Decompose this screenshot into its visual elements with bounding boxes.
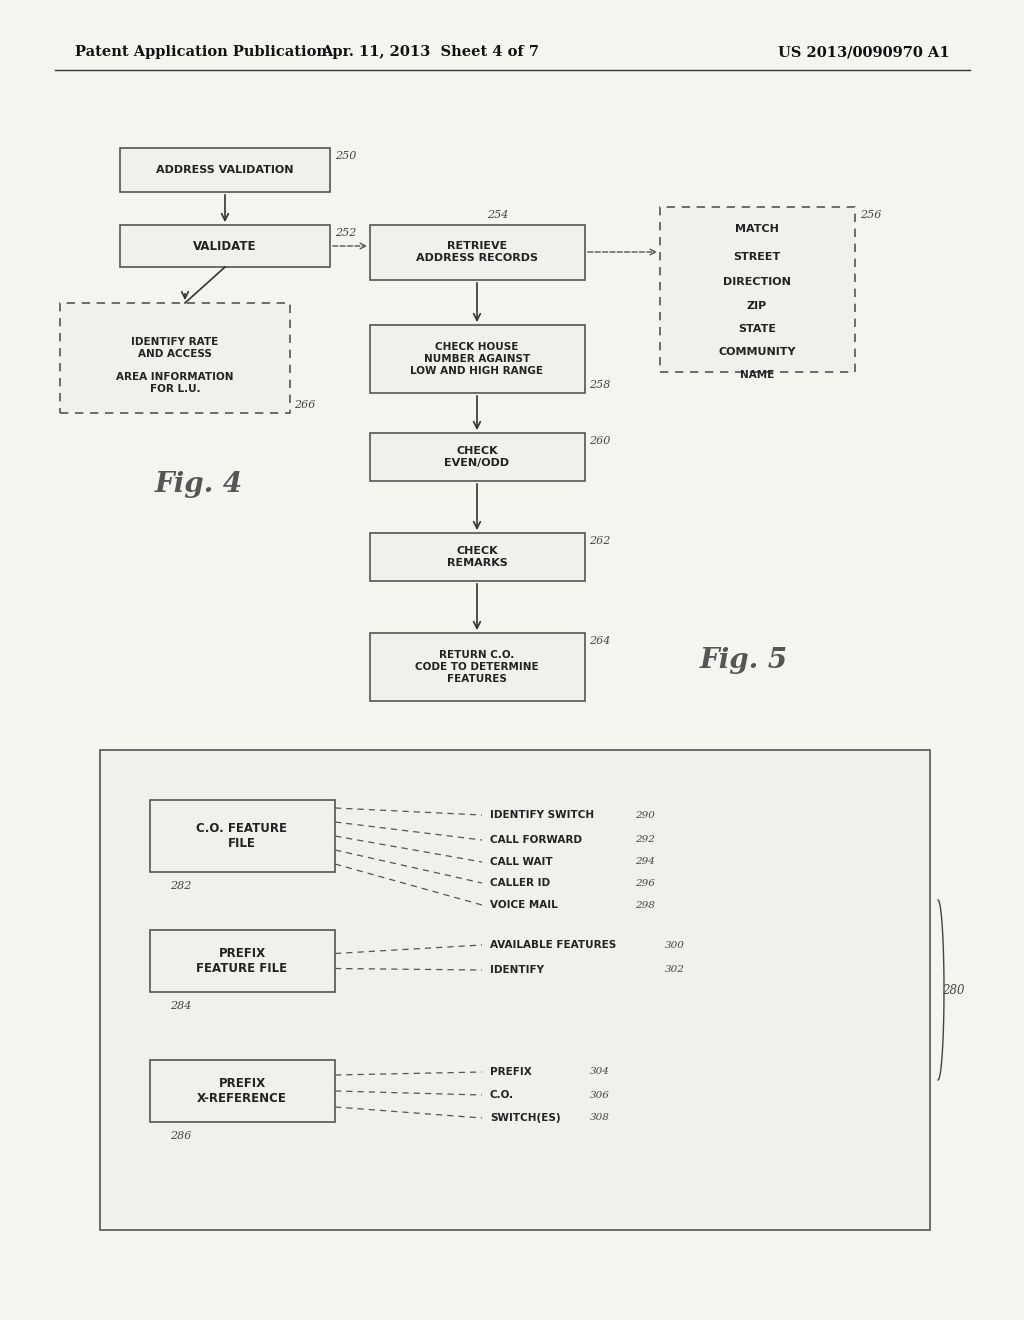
Text: 264: 264 [589, 636, 610, 645]
Text: C.O. FEATURE
FILE: C.O. FEATURE FILE [197, 822, 288, 850]
Text: 298: 298 [635, 900, 655, 909]
Text: CALL FORWARD: CALL FORWARD [490, 836, 582, 845]
Text: MATCH: MATCH [735, 224, 779, 234]
Bar [370, 325, 585, 393]
Text: 284: 284 [170, 1001, 191, 1011]
Text: 304: 304 [590, 1068, 610, 1077]
Text: CALLER ID: CALLER ID [490, 878, 550, 888]
Text: ZIP: ZIP [746, 301, 767, 312]
Text: NAME: NAME [740, 370, 774, 380]
Text: CHECK
EVEN/ODD: CHECK EVEN/ODD [444, 446, 510, 467]
Text: Patent Application Publication: Patent Application Publication [75, 45, 327, 59]
Bar [370, 433, 585, 480]
Text: IDENTIFY RATE
AND ACCESS: IDENTIFY RATE AND ACCESS [131, 337, 219, 359]
Text: 296: 296 [635, 879, 655, 887]
Text: 292: 292 [635, 836, 655, 845]
Bar [120, 148, 330, 191]
Bar [100, 750, 930, 1230]
Bar [150, 931, 335, 993]
Text: AVAILABLE FEATURES: AVAILABLE FEATURES [490, 940, 616, 950]
Text: DIRECTION: DIRECTION [723, 277, 791, 286]
Bar [370, 634, 585, 701]
Text: 252: 252 [335, 228, 356, 238]
Text: PREFIX
X-REFERENCE: PREFIX X-REFERENCE [197, 1077, 287, 1105]
Text: 260: 260 [589, 436, 610, 446]
Bar [150, 800, 335, 873]
Text: ADDRESS VALIDATION: ADDRESS VALIDATION [157, 165, 294, 176]
Text: 308: 308 [590, 1114, 610, 1122]
Text: 282: 282 [170, 880, 191, 891]
Bar [370, 224, 585, 280]
Bar [370, 533, 585, 581]
Text: CALL WAIT: CALL WAIT [490, 857, 553, 867]
Text: 300: 300 [665, 940, 685, 949]
Text: IDENTIFY: IDENTIFY [490, 965, 544, 975]
Text: AREA INFORMATION
FOR L.U.: AREA INFORMATION FOR L.U. [117, 372, 233, 393]
Text: VOICE MAIL: VOICE MAIL [490, 900, 558, 909]
Text: CHECK HOUSE
NUMBER AGAINST
LOW AND HIGH RANGE: CHECK HOUSE NUMBER AGAINST LOW AND HIGH … [411, 342, 544, 376]
Text: STATE: STATE [738, 323, 776, 334]
Text: 280: 280 [942, 983, 965, 997]
Text: 262: 262 [589, 536, 610, 546]
Text: VALIDATE: VALIDATE [194, 239, 257, 252]
Text: STREET: STREET [733, 252, 780, 261]
Text: Fig. 4: Fig. 4 [155, 471, 243, 499]
Bar [120, 224, 330, 267]
Text: RETURN C.O.
CODE TO DETERMINE
FEATURES: RETURN C.O. CODE TO DETERMINE FEATURES [415, 651, 539, 684]
Text: PREFIX
FEATURE FILE: PREFIX FEATURE FILE [197, 946, 288, 975]
Text: C.O.: C.O. [490, 1090, 514, 1100]
Text: 256: 256 [860, 210, 882, 220]
Bar [60, 304, 290, 413]
Text: IDENTIFY SWITCH: IDENTIFY SWITCH [490, 810, 594, 820]
Bar [660, 207, 855, 372]
Text: PREFIX: PREFIX [490, 1067, 531, 1077]
Text: 266: 266 [294, 400, 315, 411]
Text: Apr. 11, 2013  Sheet 4 of 7: Apr. 11, 2013 Sheet 4 of 7 [321, 45, 539, 59]
Text: 294: 294 [635, 858, 655, 866]
Text: RETRIEVE
ADDRESS RECORDS: RETRIEVE ADDRESS RECORDS [416, 242, 538, 263]
Text: 286: 286 [170, 1131, 191, 1140]
Text: COMMUNITY: COMMUNITY [718, 347, 796, 356]
Text: Fig. 5: Fig. 5 [700, 647, 788, 673]
Text: 290: 290 [635, 810, 655, 820]
Text: US 2013/0090970 A1: US 2013/0090970 A1 [778, 45, 950, 59]
Text: SWITCH(ES): SWITCH(ES) [490, 1113, 560, 1123]
Text: CHECK
REMARKS: CHECK REMARKS [446, 546, 507, 568]
Text: 302: 302 [665, 965, 685, 974]
Text: 254: 254 [487, 210, 508, 220]
Text: 258: 258 [589, 380, 610, 389]
Text: 250: 250 [335, 150, 356, 161]
Bar [150, 1060, 335, 1122]
Text: 306: 306 [590, 1090, 610, 1100]
